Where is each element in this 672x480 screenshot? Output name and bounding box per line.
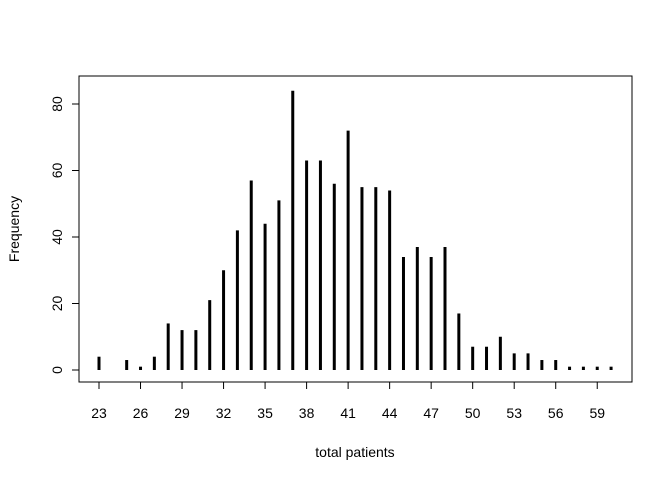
- x-tick-label-59: 59: [589, 405, 605, 421]
- y-tick-label-80: 80: [49, 96, 65, 112]
- x-tick-label-44: 44: [382, 405, 398, 421]
- x-tick-label-53: 53: [506, 405, 522, 421]
- x-tick-label-56: 56: [548, 405, 564, 421]
- y-tick-label-60: 60: [49, 163, 65, 179]
- bars-group: [97, 90, 613, 370]
- y-tick-label-40: 40: [49, 229, 65, 245]
- x-axis-title: total patients: [315, 444, 394, 460]
- y-tick-label-20: 20: [49, 296, 65, 312]
- x-tick-label-23: 23: [91, 405, 107, 421]
- x-tick-label-38: 38: [299, 405, 315, 421]
- plot-box: [78, 75, 633, 383]
- x-tick-label-47: 47: [423, 405, 439, 421]
- y-axis: 0 20 40 60 80: [49, 96, 80, 374]
- x-tick-label-29: 29: [174, 405, 190, 421]
- x-axis: 23 26 29 32 35 38 41 44 47 50 53 56 59: [91, 381, 605, 421]
- x-tick-label-50: 50: [465, 405, 481, 421]
- x-tick-label-26: 26: [133, 405, 149, 421]
- x-tick-label-35: 35: [257, 405, 273, 421]
- x-tick-label-41: 41: [340, 405, 356, 421]
- y-tick-label-0: 0: [49, 366, 65, 374]
- y-axis-title: Frequency: [6, 196, 22, 262]
- x-tick-label-32: 32: [216, 405, 232, 421]
